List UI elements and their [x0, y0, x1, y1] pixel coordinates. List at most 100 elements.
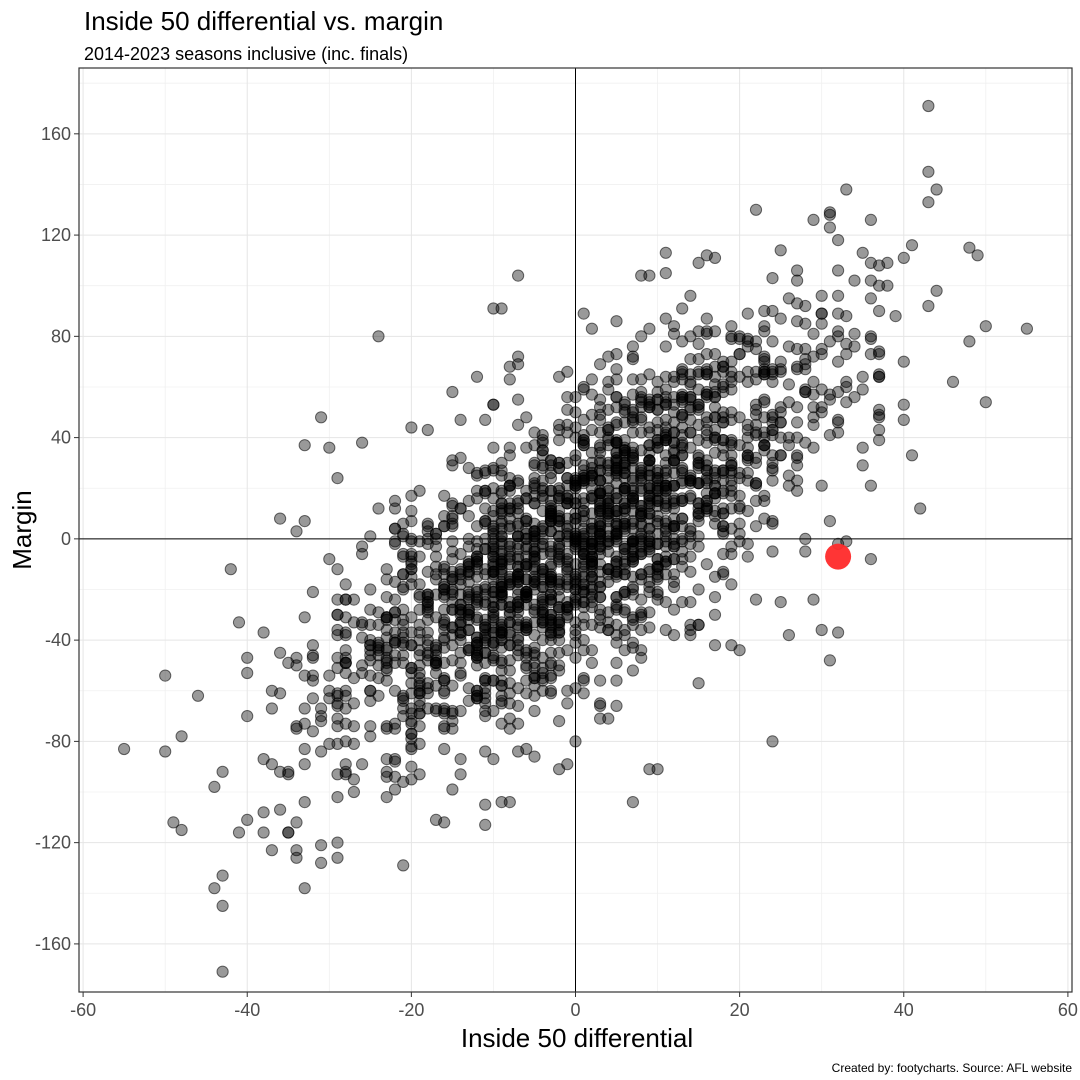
data-point [610, 636, 623, 649]
data-point [577, 601, 590, 614]
data-point [553, 618, 566, 632]
data-point [331, 608, 344, 621]
data-point [577, 307, 590, 320]
data-point [594, 439, 607, 452]
data-point [503, 360, 516, 373]
data-point [561, 365, 574, 378]
data-point [659, 568, 672, 581]
data-point [577, 674, 590, 687]
data-point [306, 651, 319, 664]
data-point [979, 396, 992, 409]
data-point [585, 656, 599, 670]
data-point [470, 684, 484, 697]
data-point [848, 327, 861, 340]
data-point [479, 532, 492, 546]
data-point [175, 823, 188, 837]
data-point [782, 340, 796, 353]
data-point [298, 515, 311, 528]
data-point [495, 515, 508, 528]
data-point [659, 429, 672, 442]
data-point [388, 770, 402, 783]
data-point [470, 644, 484, 657]
data-point [618, 497, 631, 510]
data-point [397, 568, 410, 581]
data-point [479, 484, 492, 497]
data-point [298, 702, 311, 715]
data-point [815, 307, 828, 320]
data-point [528, 545, 541, 558]
data-point [339, 735, 352, 748]
data-point [766, 408, 779, 421]
data-point [216, 965, 229, 978]
data-point [446, 535, 459, 548]
data-point [659, 623, 672, 637]
data-point [725, 439, 738, 452]
data-point [594, 527, 607, 540]
data-point [832, 264, 845, 277]
data-point [512, 717, 525, 730]
data-point [364, 720, 377, 733]
data-point [749, 593, 763, 606]
data-point [897, 398, 910, 411]
data-point [512, 269, 525, 282]
data-point [676, 596, 689, 609]
data-point [602, 423, 615, 437]
data-point [446, 545, 459, 558]
data-point [257, 806, 270, 819]
data-point [159, 669, 172, 682]
data-point [470, 659, 484, 672]
data-point [684, 375, 697, 388]
data-point [963, 335, 976, 348]
data-point [610, 446, 623, 459]
data-point [339, 593, 352, 606]
data-point [479, 413, 492, 426]
data-point [569, 530, 582, 543]
data-point [241, 813, 254, 827]
data-point [774, 431, 787, 444]
data-point [758, 325, 771, 338]
data-point [405, 666, 418, 680]
data-point [413, 591, 426, 604]
data-point [487, 608, 500, 621]
data-point [388, 535, 402, 548]
data-point [717, 568, 730, 581]
data-point [635, 330, 648, 343]
data-point [758, 304, 771, 318]
data-point [725, 639, 738, 652]
data-point [832, 426, 845, 439]
data-point [946, 375, 960, 388]
data-point [766, 456, 779, 469]
data-point [495, 558, 508, 571]
data-point [380, 613, 393, 627]
data-point [503, 373, 516, 386]
data-point [651, 553, 664, 566]
data-point [643, 454, 656, 467]
data-point [487, 398, 500, 411]
data-point [380, 791, 393, 804]
data-point [684, 489, 697, 502]
data-point [438, 509, 451, 523]
data-point [881, 279, 894, 292]
data-point [356, 758, 369, 771]
data-point [454, 656, 467, 670]
data-point [356, 631, 369, 644]
data-point [577, 464, 590, 477]
data-point [569, 391, 582, 404]
data-point [708, 423, 722, 437]
data-point [659, 312, 672, 325]
data-point [421, 565, 434, 578]
data-point [339, 578, 352, 591]
y-tick-label: 160 [41, 124, 71, 144]
data-point [626, 664, 640, 677]
data-point [429, 654, 443, 667]
data-point [446, 385, 459, 399]
data-point [503, 545, 516, 558]
data-point [725, 456, 738, 469]
data-point [741, 431, 754, 444]
data-point [544, 634, 558, 647]
data-point [692, 583, 705, 596]
data-point [766, 474, 779, 487]
data-point [626, 373, 640, 386]
data-point [749, 520, 763, 533]
data-point [454, 768, 467, 781]
